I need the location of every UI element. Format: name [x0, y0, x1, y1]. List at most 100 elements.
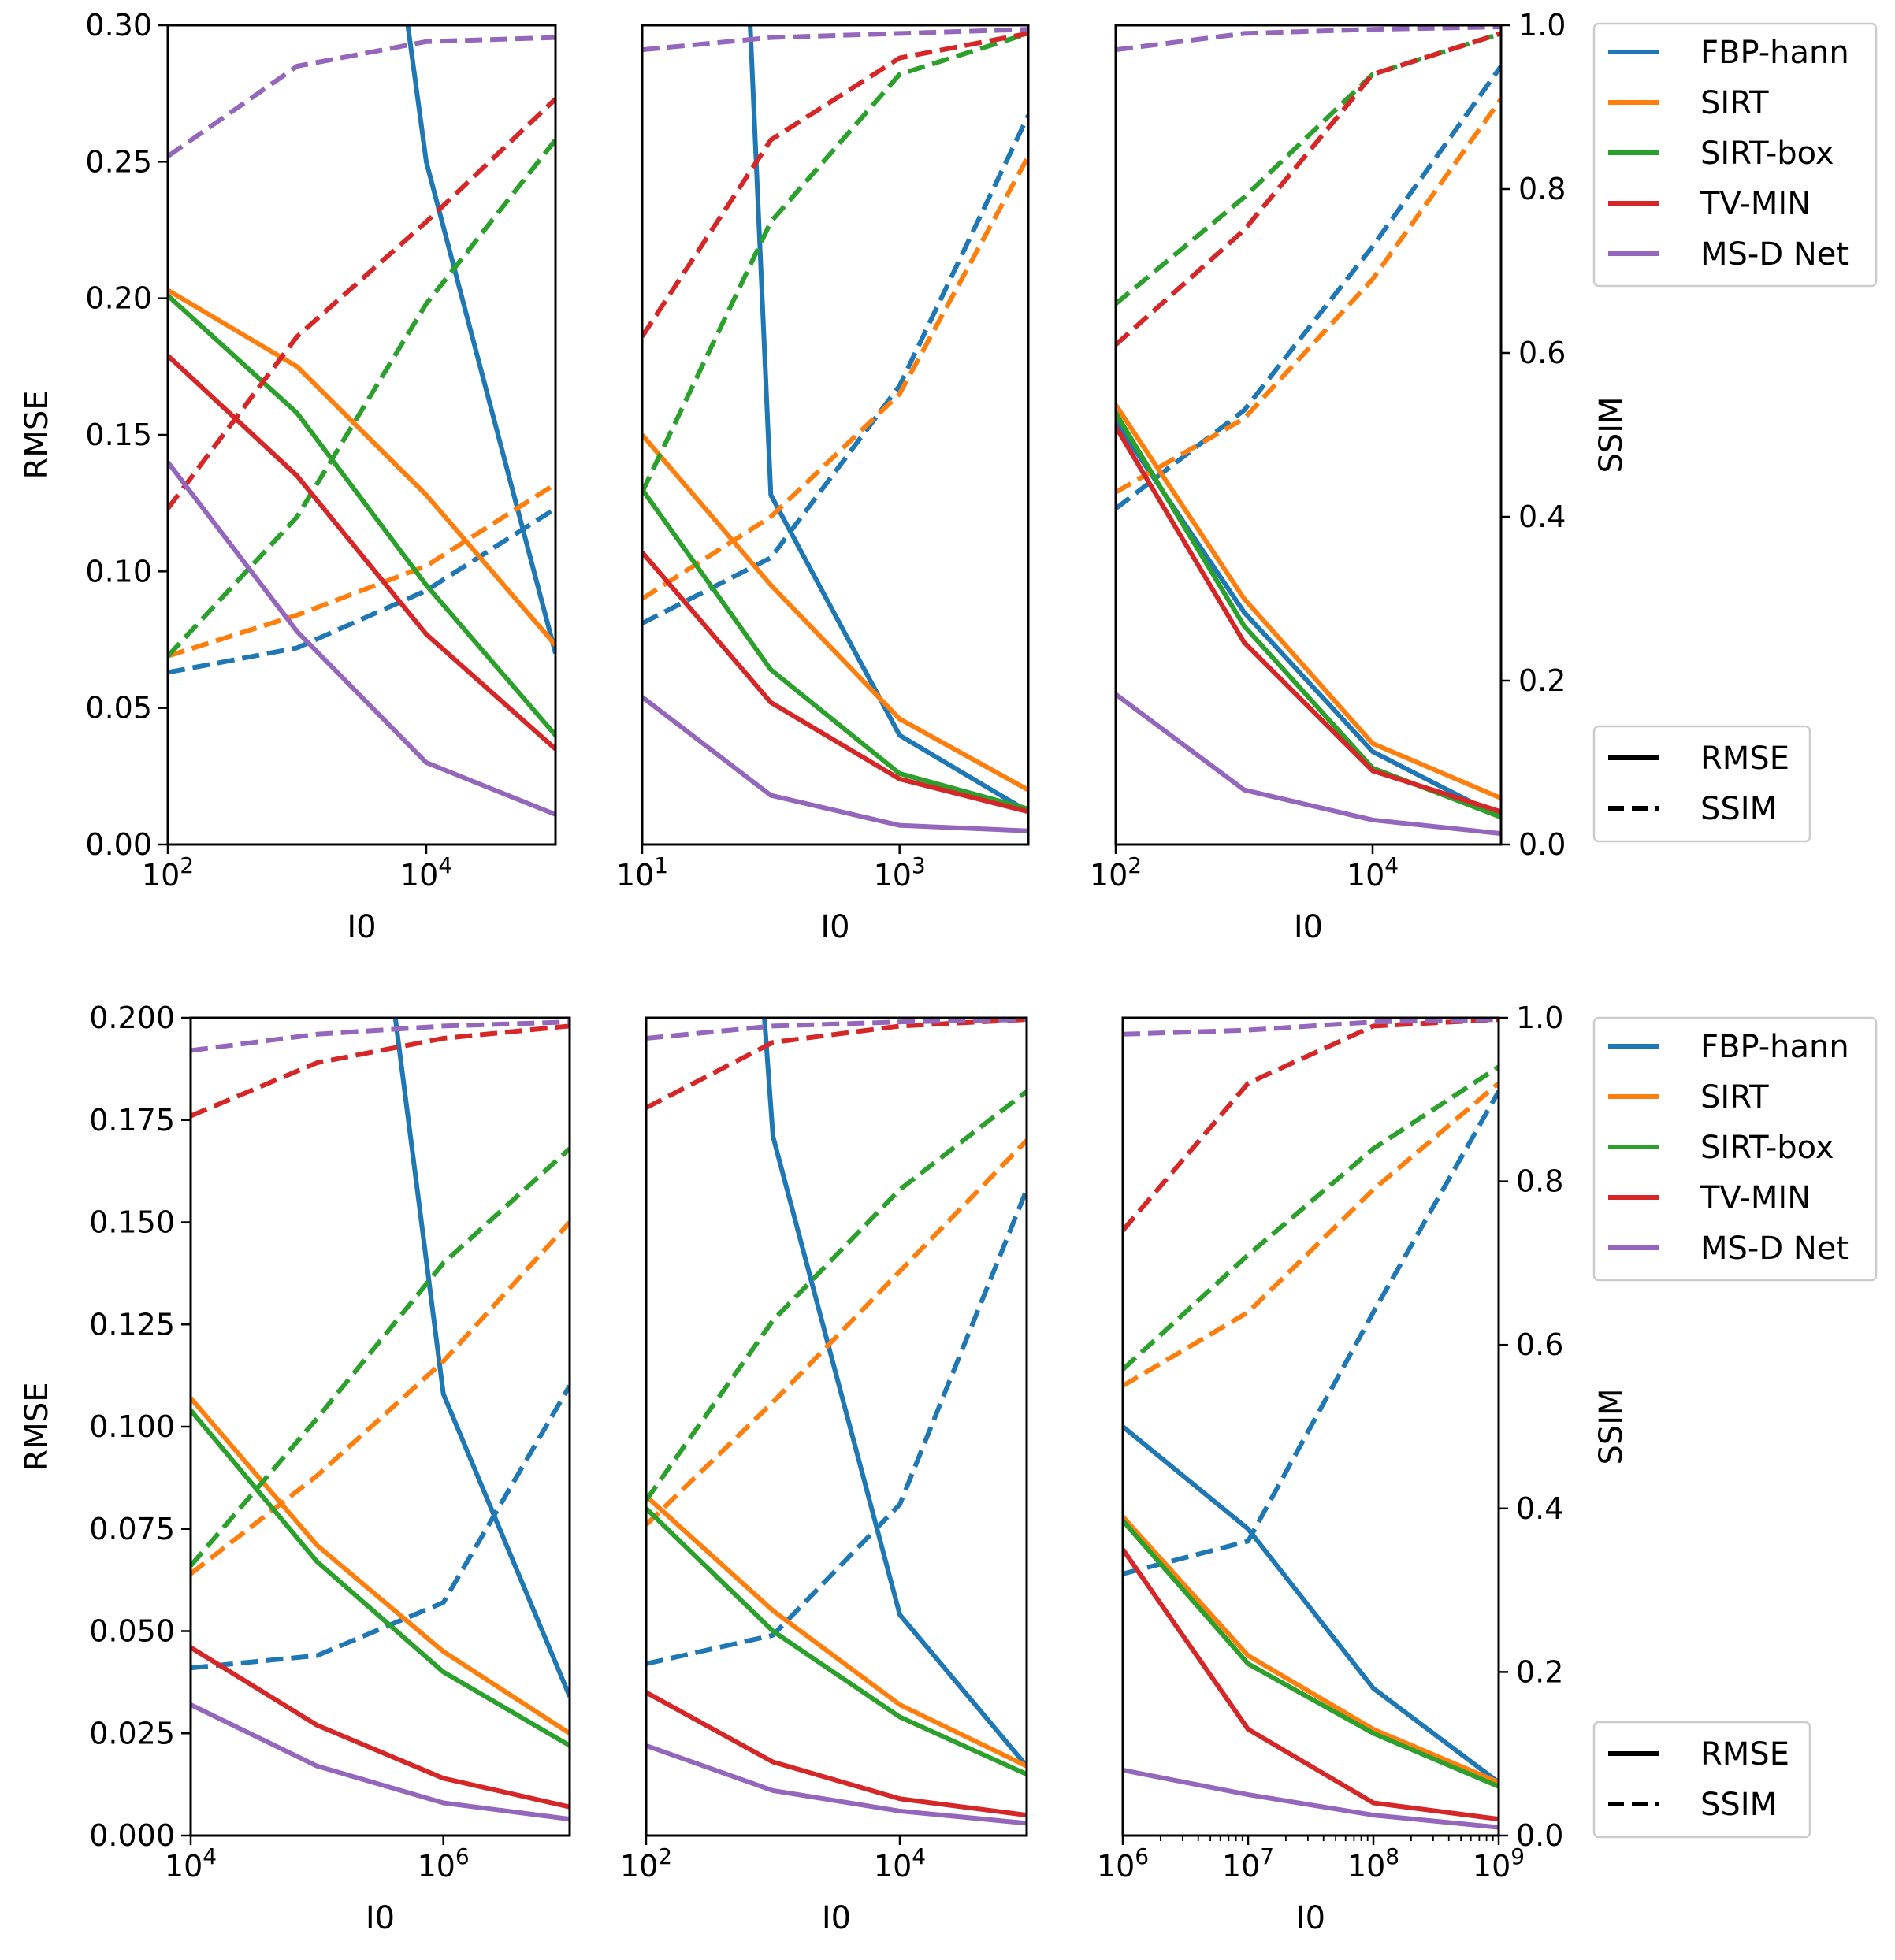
panel-3-frame — [1114, 24, 1503, 846]
tick-exp: 6 — [1135, 1843, 1149, 1869]
panel-3-ytick-right-label: 1.0 — [1518, 8, 1566, 43]
tick-exp: 2 — [180, 852, 194, 878]
panel-2-sirt-box-ssim-line — [642, 31, 1028, 494]
panel-5-xtick-label: 104 — [874, 1843, 926, 1884]
tick-base: 10 — [165, 1849, 203, 1884]
panel-1-xtick-label: 104 — [400, 852, 452, 893]
panel-2-sirt-ssim-line — [642, 154, 1028, 601]
panel-4-ytick-label: 0.050 — [89, 1614, 175, 1649]
panel-4-ytick-label: 0.175 — [89, 1103, 175, 1138]
panel-5-fbp-hann-ssim-line — [646, 1188, 1027, 1666]
panel-1-ytick-label: 0.15 — [85, 418, 152, 452]
panel-4-lines — [191, 1018, 570, 1822]
panel-6-sirt-rmse-line — [1123, 1515, 1499, 1785]
panel-1-ytick-label: 0.30 — [85, 8, 152, 43]
tick-base: 10 — [1222, 1849, 1260, 1884]
tick-exp: 4 — [203, 1843, 217, 1869]
panel-5-ms-d-net-rmse-line — [646, 1743, 1027, 1826]
panel-3-xtick-label: 102 — [1090, 852, 1142, 893]
panel-1-tv-min-rmse-line — [168, 354, 555, 751]
panel-2-xlabel: I0 — [820, 909, 849, 945]
legend-label-sirt-box: SIRT-box — [1700, 1130, 1834, 1166]
legend-box — [1592, 22, 1878, 288]
panel-6-xtick-label: 106 — [1097, 1843, 1149, 1884]
panel-6-lines — [1123, 1018, 1499, 1830]
panel-4-ms-d-net-ssim-line — [191, 1019, 570, 1053]
legend-box — [1592, 725, 1811, 843]
tick-base: 10 — [874, 858, 912, 893]
panel-2-sirt-box-rmse-line — [642, 488, 1028, 811]
panel-4-sirt-box-rmse-line — [191, 1409, 570, 1748]
panel-6-ylabel-right: SSIM — [1593, 1388, 1629, 1464]
panel-4-ytick-label: 0.025 — [89, 1716, 175, 1750]
tick-base: 10 — [1090, 858, 1128, 893]
panel-3-ytick-right-label: 0.0 — [1518, 827, 1566, 862]
panel-1-ms-d-net-ssim-line — [168, 35, 555, 158]
panel-4-ytick-label: 0.000 — [89, 1818, 175, 1853]
plot-layer: 102 104I00.000.050.100.150.200.250.30RMSE… — [19, 8, 1629, 1936]
panel-4-fbp-hann-ssim-line — [191, 1384, 570, 1671]
panel-1-ytick-label: 0.20 — [85, 281, 152, 316]
legend-label-rmse: RMSE — [1700, 1736, 1789, 1773]
panel-4-tv-min-ssim-line — [191, 1023, 570, 1119]
panel-5-sirt-box-ssim-line — [646, 1090, 1027, 1502]
tick-exp: 7 — [1260, 1843, 1274, 1869]
tick-base: 10 — [418, 1849, 455, 1884]
legend-label-fbp-hann: FBP-hann — [1700, 1029, 1849, 1065]
legend-label-ms-d-net: MS-D Net — [1700, 1231, 1849, 1267]
tick-exp: 4 — [912, 1843, 926, 1869]
panel-1-ytick-label: 0.05 — [85, 691, 152, 726]
panel-5-lines — [646, 1018, 1027, 1826]
panel-1-sirt-ssim-line — [168, 481, 555, 659]
panel-6-xtick-label: 108 — [1347, 1843, 1399, 1884]
panel-2-xtick-label: 101 — [616, 852, 668, 893]
panel-3-xtick-label: 104 — [1347, 852, 1399, 893]
panel-6-ytick-right-label: 0.2 — [1516, 1654, 1563, 1689]
legend-series-row-1: FBP-hann SIRT SIRT-box TV-MIN MS-D Net — [1592, 22, 1878, 288]
panel-6-xtick-label: 109 — [1473, 1843, 1525, 1884]
panel-3-fbp-hann-ssim-line — [1116, 65, 1501, 510]
tick-exp: 2 — [658, 1843, 672, 1869]
panel-2-lines — [642, 25, 1028, 833]
panel-6-ytick-right-label: 0.0 — [1516, 1818, 1563, 1853]
panel-5-sirt-ssim-line — [646, 1138, 1027, 1527]
panel-2-tv-min-ssim-line — [642, 31, 1028, 338]
panel-5-xtick-label: 102 — [620, 1843, 672, 1884]
tick-exp: 3 — [912, 852, 926, 878]
panel-4-ytick-label: 0.075 — [89, 1512, 175, 1546]
tick-base: 10 — [400, 858, 438, 893]
tick-exp: 9 — [1510, 1843, 1525, 1869]
legend-box — [1592, 1016, 1878, 1282]
legend-style-row-2: RMSE SSIM — [1592, 1721, 1811, 1839]
panel-3-ytick-right-label: 0.6 — [1518, 336, 1566, 370]
panel-1-ytick-label: 0.25 — [85, 144, 152, 179]
tick-exp: 1 — [654, 852, 668, 878]
legend-label-tv-min: TV-MIN — [1700, 186, 1811, 222]
panel-6-ytick-right-label: 0.6 — [1516, 1327, 1563, 1362]
panel-1-ytick-label: 0.10 — [85, 554, 152, 588]
legend-label-ssim: SSIM — [1700, 791, 1777, 827]
panel-1-xtick-label: 102 — [142, 852, 194, 893]
panel-4-xtick-label: 104 — [165, 1843, 217, 1884]
panel-3-sirt-box-ssim-line — [1116, 31, 1501, 306]
panel-1-fbp-hann-rmse-line — [405, 25, 555, 655]
panel-1-tv-min-ssim-line — [168, 97, 555, 510]
legend-label-tv-min: TV-MIN — [1700, 1180, 1811, 1216]
panel-6-sirt-box-ssim-line — [1123, 1064, 1499, 1372]
panel-6-ms-d-net-ssim-line — [1123, 1018, 1499, 1037]
panel-3-xlabel: I0 — [1294, 909, 1323, 945]
panel-6-sirt-box-rmse-line — [1123, 1519, 1499, 1789]
tick-base: 10 — [1097, 1849, 1135, 1884]
tick-exp: 2 — [1128, 852, 1142, 878]
panel-1-fbp-hann-ssim-line — [168, 507, 555, 675]
panel-1-lines — [168, 25, 555, 817]
panel-3-lines — [1116, 25, 1501, 837]
tick-base: 10 — [1347, 858, 1384, 893]
panel-5-sirt-box-rmse-line — [646, 1506, 1027, 1776]
panel-3-sirt-ssim-line — [1116, 97, 1501, 495]
panel-3-tv-min-ssim-line — [1116, 31, 1501, 347]
panel-5-frame — [645, 1016, 1028, 1837]
panel-6-ms-d-net-rmse-line — [1123, 1768, 1499, 1830]
panel-1-sirt-box-rmse-line — [168, 293, 555, 737]
legend-label-ms-d-net: MS-D Net — [1700, 236, 1849, 273]
